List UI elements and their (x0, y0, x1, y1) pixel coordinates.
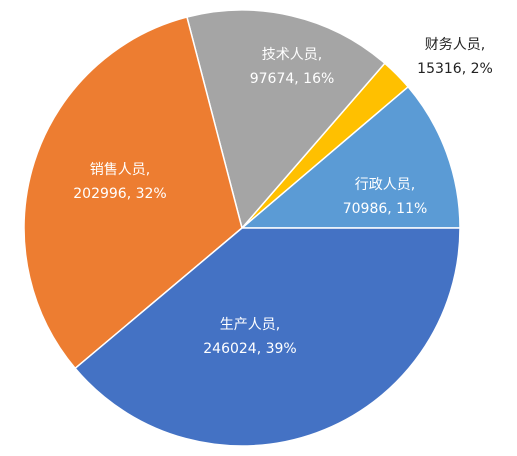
slice-label: 销售人员, (90, 162, 150, 178)
slice-value-label: 15316, 2% (417, 61, 493, 77)
pie-slice (23, 16, 243, 370)
slice-label: 财务人员, (425, 37, 485, 53)
slice-value-label: 202996, 32% (73, 186, 166, 202)
pie-slice (186, 9, 386, 230)
pie-slice (239, 85, 461, 229)
slice-value-label: 97674, 16% (250, 71, 335, 87)
slice-value-label: 246024, 39% (203, 341, 296, 357)
pie-slice (74, 227, 461, 447)
slice-label: 行政人员, (355, 177, 415, 193)
slice-label: 生产人员, (220, 317, 280, 333)
slice-label: 技术人员, (262, 47, 322, 63)
slice-value-label: 70986, 11% (343, 201, 428, 217)
